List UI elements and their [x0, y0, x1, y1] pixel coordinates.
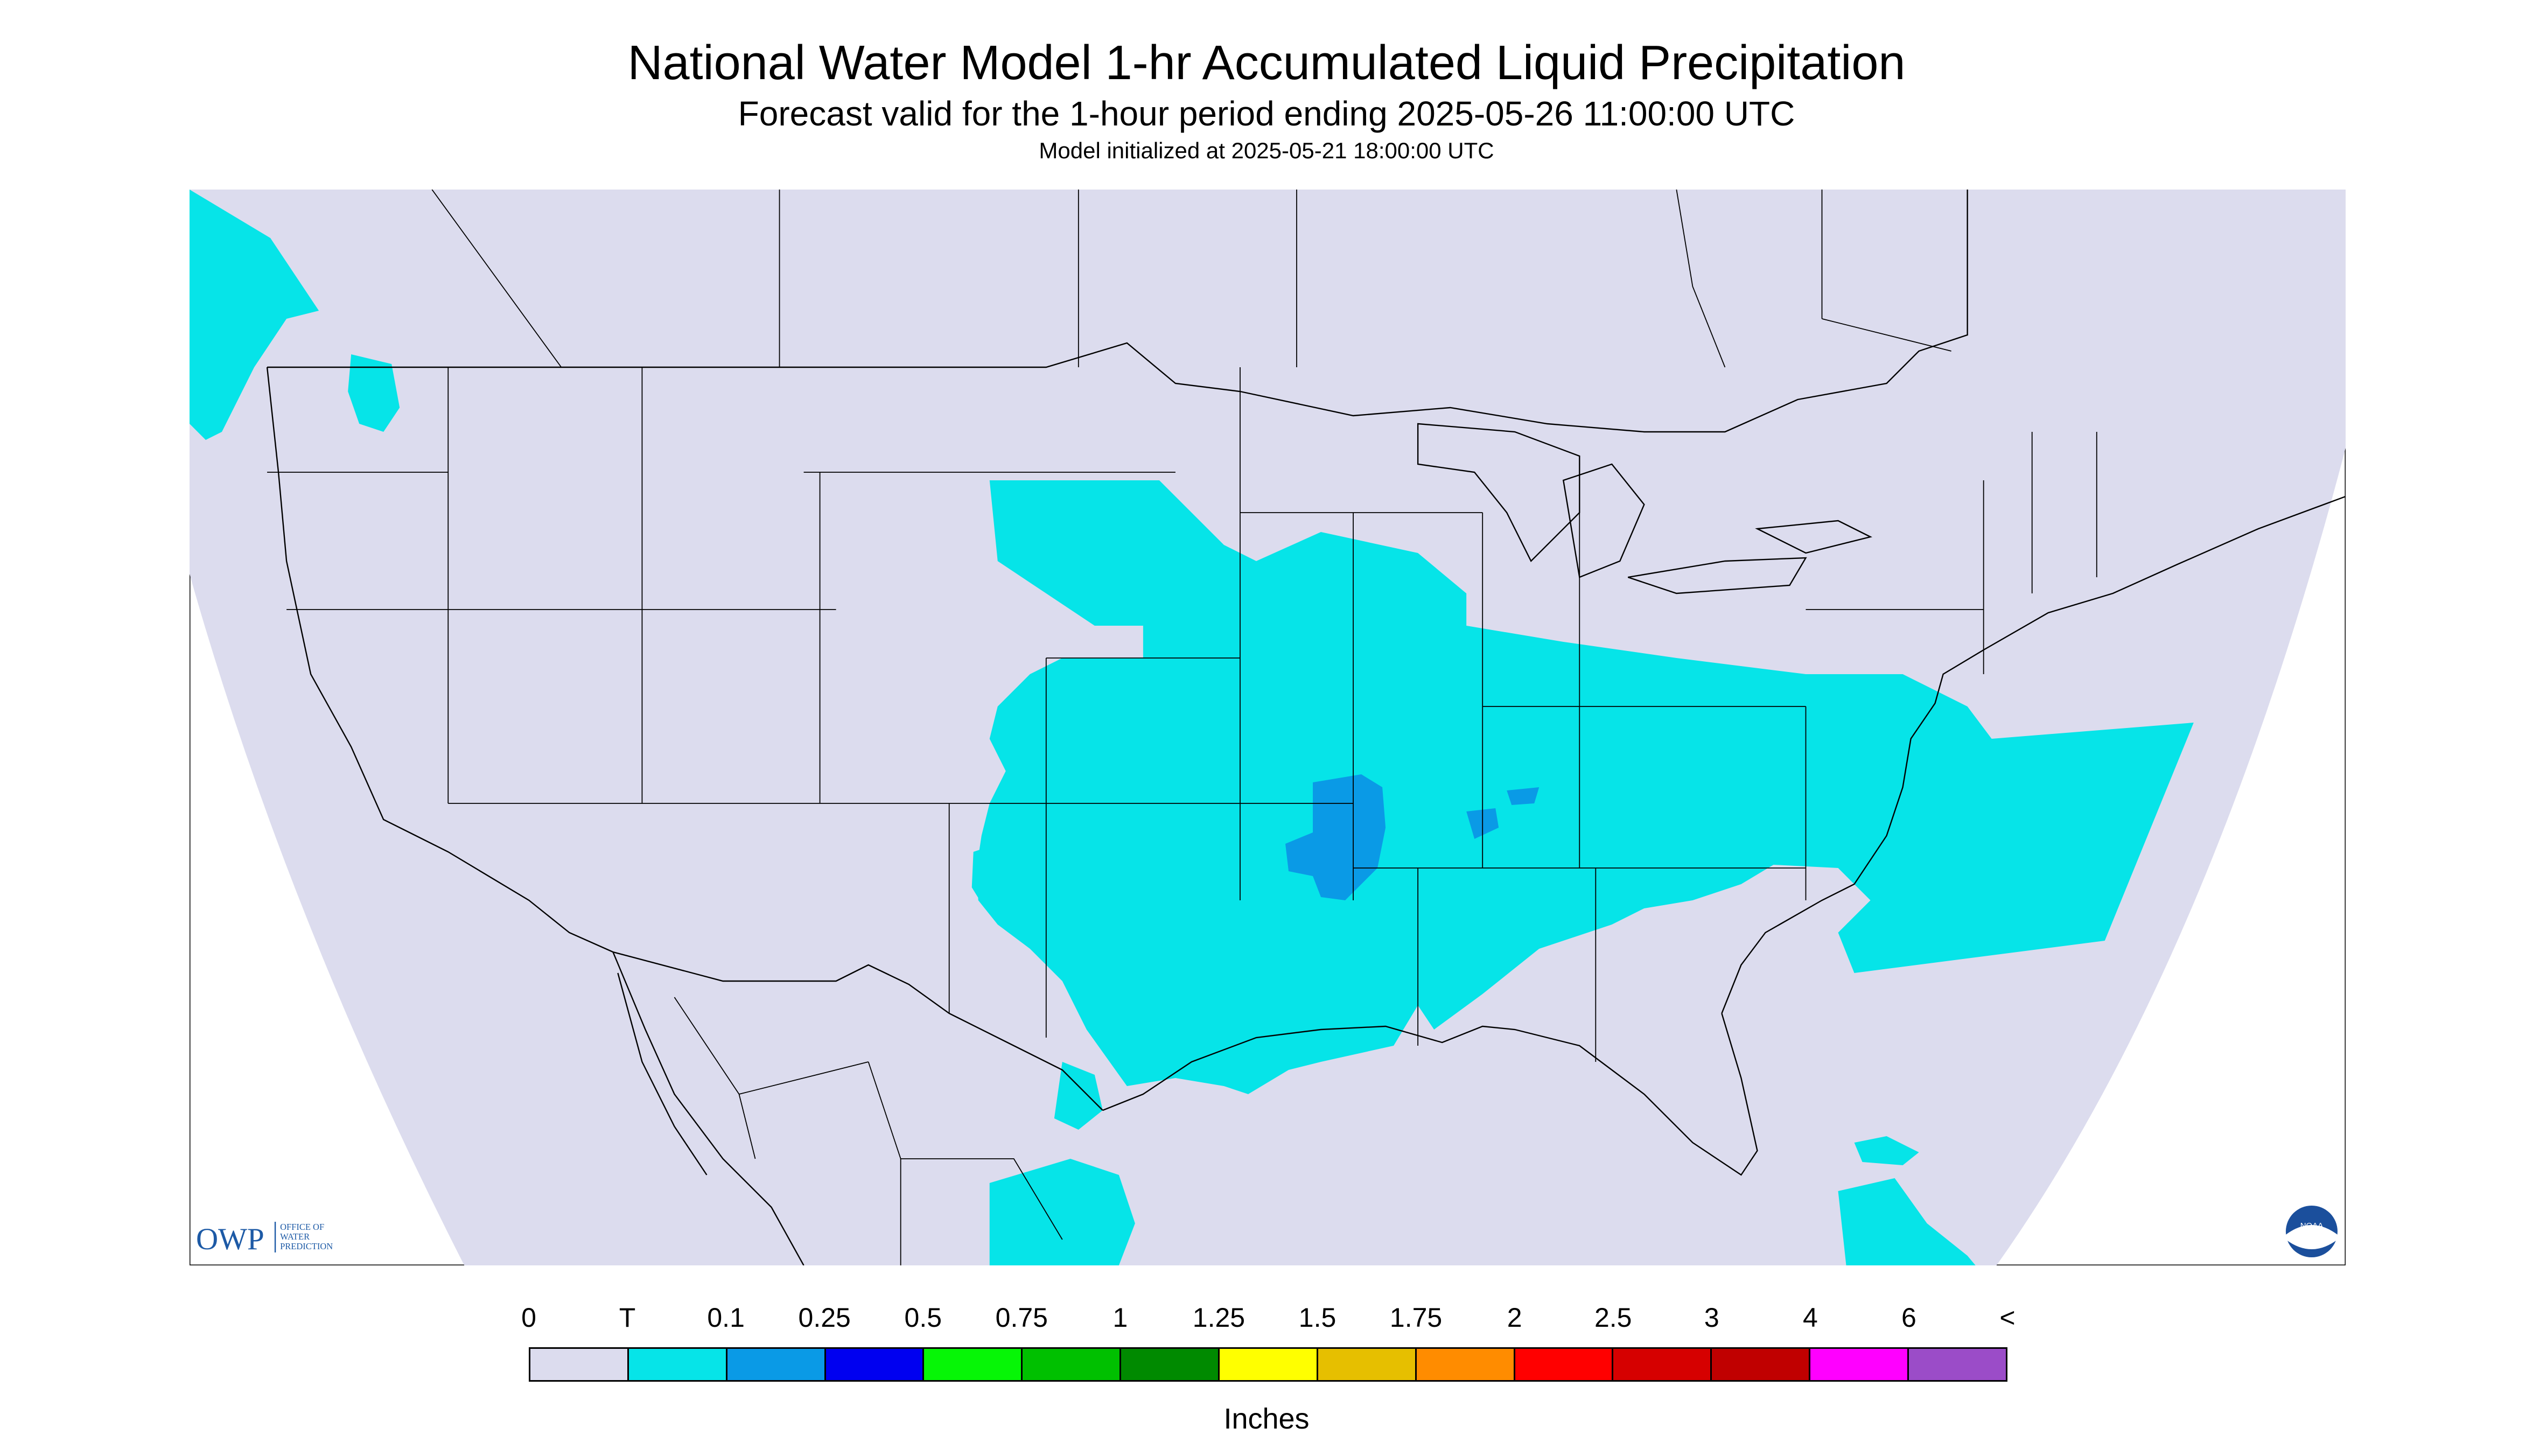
mexico-coast	[612, 951, 804, 1265]
legend-swatch	[924, 1349, 1023, 1380]
legend-label: 1.25	[1192, 1303, 1245, 1333]
atlantic-coast	[1721, 495, 2346, 1014]
legend-swatch	[727, 1349, 826, 1380]
us-mexico-border	[613, 951, 1103, 1111]
map-subtitle: Forecast valid for the 1-hour period end…	[738, 94, 1795, 133]
us-canada-border	[267, 190, 1968, 433]
noaa-logo-text: NOAA	[2300, 1221, 2324, 1230]
legend-label: 1.5	[1298, 1303, 1337, 1333]
precip-area-mexico-south	[989, 1159, 1135, 1265]
legend-swatch	[530, 1349, 629, 1380]
legend-label: 6	[1901, 1303, 1916, 1333]
legend-swatch	[1810, 1349, 1909, 1380]
map-title: National Water Model 1-hr Accumulated Li…	[627, 36, 1906, 90]
precip-trace-areas	[190, 190, 2194, 1265]
legend-swatch	[1613, 1349, 1712, 1380]
mexico-baja	[617, 972, 708, 1175]
precip-area-tennessee	[1507, 787, 1540, 805]
state-lines	[267, 367, 2097, 1062]
precip-area-bahamas	[1854, 1136, 1919, 1165]
model-init-time: Model initialized at 2025-05-21 18:00:00…	[1039, 138, 1494, 163]
legend-label: <	[1999, 1303, 2016, 1333]
legend-swatch	[1318, 1349, 1417, 1380]
precip-area-washington	[348, 354, 400, 432]
legend-label: 1	[1112, 1303, 1128, 1333]
legend-label: 2	[1507, 1303, 1522, 1333]
canada-lines	[431, 190, 1951, 368]
legend-swatch	[1023, 1349, 1122, 1380]
precip-area-gulf-south	[1054, 1062, 1103, 1130]
legend-swatch	[825, 1349, 925, 1380]
legend-swatch	[1416, 1349, 1515, 1380]
legend-label: 0.75	[995, 1303, 1048, 1333]
noaa-logo: NOAA	[2285, 1206, 2338, 1257]
legend-units: Inches	[1223, 1403, 1310, 1435]
legend-label: 0.5	[904, 1303, 942, 1333]
legend-label: T	[619, 1303, 636, 1333]
owp-logo-mark: OWP	[196, 1222, 264, 1256]
legend-swatch	[1712, 1349, 1811, 1380]
precip-area-pacific-nw	[190, 190, 319, 440]
legend-swatch	[1121, 1349, 1220, 1380]
gulf-coast	[1102, 1013, 1758, 1176]
legend-label: 1.75	[1389, 1303, 1443, 1333]
legend-label: 0.25	[798, 1303, 851, 1333]
owp-logo-line-1: OFFICE OF	[280, 1222, 324, 1232]
precip-area-oklahoma-core	[1285, 774, 1386, 900]
great-lakes	[1417, 423, 1872, 594]
owp-logo-line-2: WATER	[280, 1231, 310, 1242]
legend-label: 3	[1704, 1303, 1719, 1333]
legend-label: 0.1	[707, 1303, 745, 1333]
legend-label: 4	[1802, 1303, 1818, 1333]
precip-area-central-us	[976, 480, 2194, 1094]
boundary-lines	[266, 190, 2346, 1265]
legend-swatch	[628, 1349, 727, 1380]
precip-area-texas-west	[971, 844, 1006, 908]
legend-label: 0	[521, 1303, 536, 1333]
legend-swatch	[1220, 1349, 1318, 1380]
precipitation-map: OWP OFFICE OF WATER PREDICTION NOAA	[190, 190, 2346, 1265]
precip-area-caribbean	[1838, 1178, 1976, 1265]
pacific-coast	[266, 367, 613, 953]
legend-swatch	[1909, 1349, 2006, 1380]
legend-swatch	[1515, 1349, 1614, 1380]
legend-labels: 0 T 0.1 0.25 0.5 0.75 1 1.25 1.5 1.75 2 2.5 3 4 6 <	[0, 1302, 2533, 1340]
owp-logo-line-3: PREDICTION	[280, 1241, 333, 1251]
legend-colorbar	[529, 1347, 2007, 1382]
owp-logo: OWP OFFICE OF WATER PREDICTION	[196, 1222, 333, 1256]
legend-label: 2.5	[1594, 1303, 1632, 1333]
mexico-state-lines	[674, 997, 1063, 1265]
